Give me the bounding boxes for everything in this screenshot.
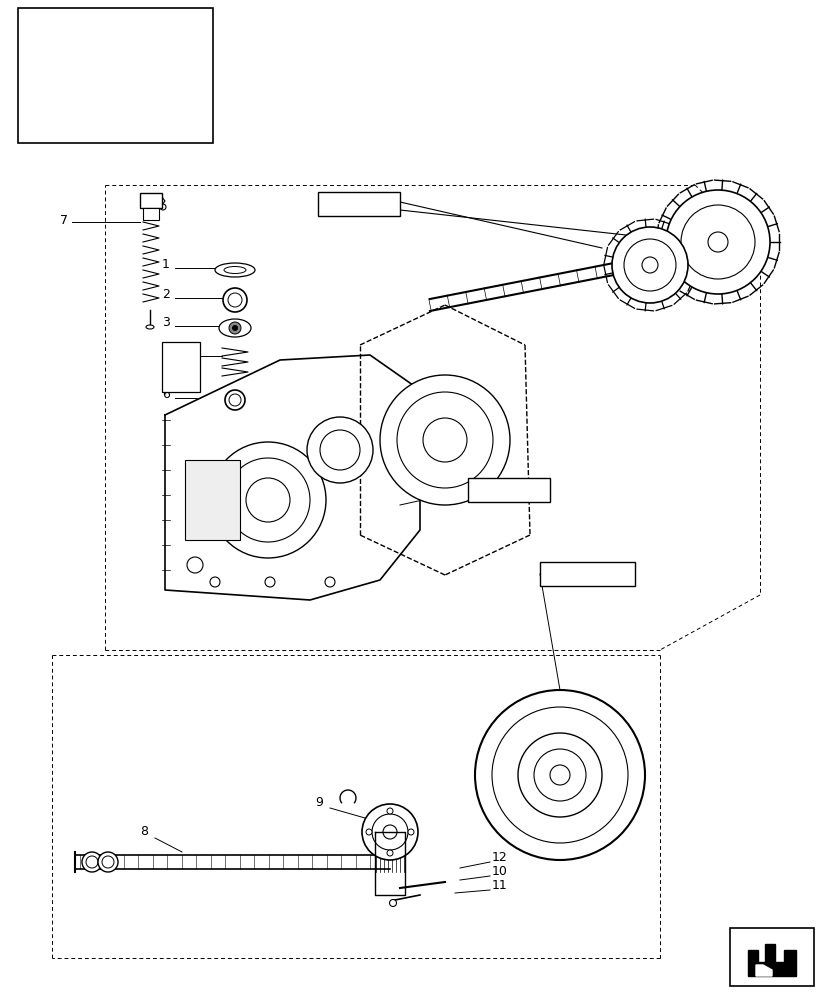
Circle shape — [325, 577, 335, 587]
Text: 12: 12 — [491, 851, 507, 864]
Bar — [162, 342, 200, 392]
Text: 0.08.4: 0.08.4 — [545, 570, 586, 584]
Circle shape — [611, 227, 687, 303]
Circle shape — [408, 829, 414, 835]
Text: 5: 5 — [178, 346, 186, 359]
Bar — [729, 928, 813, 986]
Circle shape — [47, 83, 97, 133]
Text: 7: 7 — [60, 214, 68, 227]
Polygon shape — [110, 68, 126, 88]
Circle shape — [225, 390, 245, 410]
Circle shape — [229, 394, 241, 406]
Circle shape — [102, 856, 114, 868]
Ellipse shape — [224, 266, 246, 273]
Ellipse shape — [215, 263, 255, 277]
Text: 10: 10 — [491, 865, 507, 878]
Circle shape — [246, 478, 289, 522]
Text: PAG.1: PAG.1 — [472, 487, 509, 499]
Circle shape — [160, 204, 165, 210]
Circle shape — [371, 814, 408, 850]
Circle shape — [210, 442, 326, 558]
Polygon shape — [375, 832, 404, 895]
Text: 11: 11 — [491, 879, 507, 892]
Polygon shape — [747, 944, 795, 976]
Circle shape — [232, 325, 237, 331]
Circle shape — [361, 804, 418, 860]
Ellipse shape — [146, 325, 154, 329]
Polygon shape — [165, 355, 419, 600]
Circle shape — [624, 239, 675, 291]
Bar — [18, 8, 213, 143]
Text: 1: 1 — [162, 257, 170, 270]
Circle shape — [210, 577, 220, 587]
Circle shape — [187, 557, 203, 573]
Circle shape — [102, 43, 108, 49]
Circle shape — [423, 418, 466, 462]
Circle shape — [86, 856, 98, 868]
Circle shape — [229, 322, 241, 334]
Bar — [467, 478, 549, 502]
Circle shape — [475, 690, 644, 860]
Circle shape — [549, 765, 569, 785]
Circle shape — [98, 852, 118, 872]
Circle shape — [491, 707, 627, 843]
Circle shape — [58, 94, 86, 122]
Circle shape — [641, 257, 657, 273]
Circle shape — [707, 232, 727, 252]
Bar — [184, 460, 240, 540]
Circle shape — [160, 99, 179, 117]
Circle shape — [82, 852, 102, 872]
Circle shape — [389, 899, 396, 906]
Circle shape — [226, 458, 309, 542]
Circle shape — [665, 190, 769, 294]
Circle shape — [396, 392, 492, 488]
Text: 9: 9 — [314, 796, 323, 809]
Circle shape — [366, 829, 371, 835]
Text: 2: 2 — [162, 288, 170, 300]
Text: 3: 3 — [162, 316, 170, 328]
Circle shape — [383, 825, 396, 839]
Ellipse shape — [218, 319, 251, 337]
Bar — [539, 562, 634, 586]
Circle shape — [319, 430, 360, 470]
Circle shape — [386, 850, 393, 856]
Circle shape — [222, 288, 246, 312]
Circle shape — [380, 375, 509, 505]
Polygon shape — [755, 965, 771, 976]
Circle shape — [386, 808, 393, 814]
Text: 4: 4 — [168, 352, 175, 362]
Circle shape — [265, 577, 275, 587]
Bar — [140, 193, 162, 208]
Circle shape — [227, 293, 241, 307]
Circle shape — [533, 749, 586, 801]
Bar — [143, 208, 159, 220]
Text: 8: 8 — [140, 825, 148, 838]
Circle shape — [680, 205, 754, 279]
Polygon shape — [360, 305, 529, 575]
Circle shape — [307, 417, 372, 483]
Text: PAG.4: PAG.4 — [323, 200, 359, 214]
Circle shape — [154, 92, 186, 124]
Bar — [318, 192, 399, 216]
Text: 6: 6 — [162, 387, 170, 400]
Circle shape — [518, 733, 601, 817]
